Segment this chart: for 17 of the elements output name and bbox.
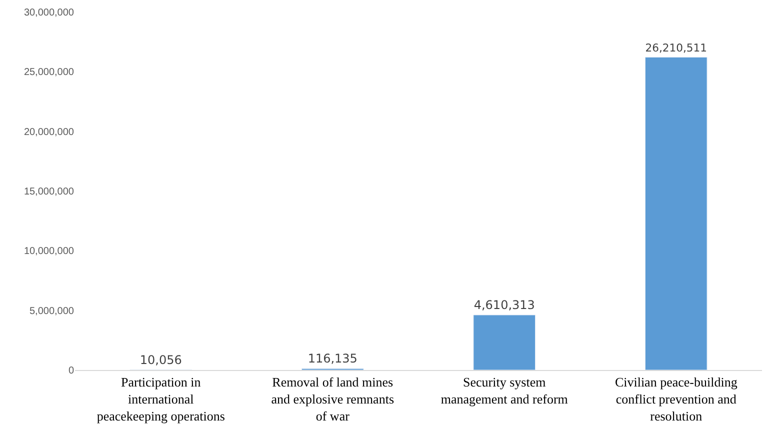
x-tick-label: Security system management and reform	[440, 374, 568, 406]
y-tick-label: 20,000,000	[24, 126, 74, 138]
x-tick-label: Civilian peace-building conflict prevention and resolution	[614, 374, 738, 424]
data-label: 116,135	[308, 352, 358, 366]
bar	[473, 314, 536, 370]
y-tick-label: 30,000,000	[24, 8, 74, 18]
y-tick-label: 0	[68, 366, 74, 376]
x-tick-label: Participation in international peacekeeping operations	[96, 374, 225, 424]
y-tick-label: 5,000,000	[30, 306, 74, 317]
bar	[644, 56, 708, 370]
data-label: 4,610,313	[474, 298, 535, 312]
y-tick-label: 25,000,000	[24, 67, 74, 78]
x-tick-label: Removal of land mines and explosive remnants of war	[271, 374, 394, 424]
y-tick-label: 10,000,000	[24, 246, 74, 258]
data-label: 26,210,511	[645, 42, 707, 55]
y-tick-label: 15,000,000	[24, 186, 74, 198]
data-label: 10,056	[140, 352, 182, 367]
